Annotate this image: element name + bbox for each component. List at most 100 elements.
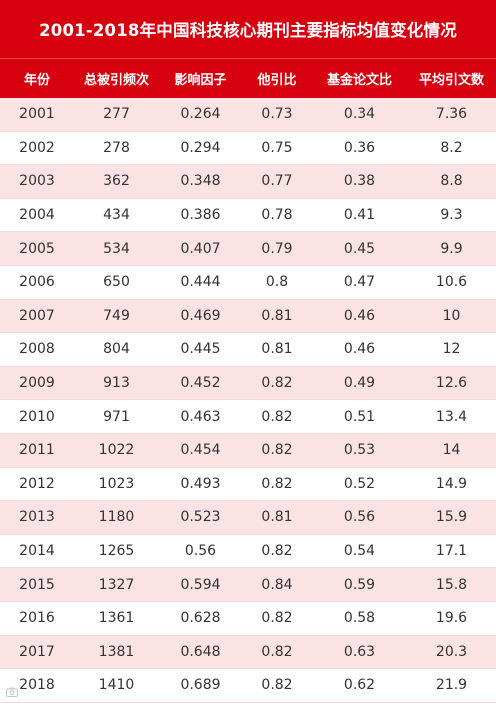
cell-impact-factor: 0.469	[180, 307, 221, 324]
cell-other-citation-ratio: 0.79	[261, 240, 293, 257]
cell-funded-paper-ratio: 0.49	[343, 375, 376, 392]
table-row: 2018 1410 0.689 0.82 0.62 21.9	[0, 669, 496, 703]
cell-total-citations: 1023	[98, 475, 135, 492]
cell-funded-paper-ratio: 0.36	[343, 139, 376, 156]
cell-impact-factor: 0.452	[180, 375, 221, 392]
cell-impact-factor: 0.444	[180, 274, 221, 291]
table-row: 2005 534 0.407 0.79 0.45 9.9	[0, 232, 496, 266]
table-body: 2001 277 0.264 0.73 0.34 7.36 2002 278 0.294 0.75…	[0, 98, 496, 703]
cell-year: 2008	[19, 341, 55, 358]
cell-funded-paper-ratio: 0.59	[343, 576, 376, 593]
cell-other-citation-ratio: 0.82	[261, 643, 293, 660]
cell-other-citation-ratio: 0.82	[261, 442, 293, 459]
cell-total-citations: 1327	[98, 576, 135, 593]
cell-impact-factor: 0.648	[180, 643, 221, 660]
cell-other-citation-ratio: 0.82	[261, 475, 293, 492]
cell-avg-references: 7.36	[435, 106, 468, 123]
cell-avg-references: 10	[442, 307, 461, 324]
cell-avg-references: 14	[442, 442, 461, 459]
cell-impact-factor: 0.523	[180, 509, 221, 526]
table-row: 2001 277 0.264 0.73 0.34 7.36	[0, 98, 496, 132]
cell-year: 2013	[19, 509, 55, 526]
table-row: 2002 278 0.294 0.75 0.36 8.2	[0, 131, 496, 166]
cell-year: 2010	[19, 408, 55, 425]
cell-avg-references: 19.6	[435, 610, 468, 627]
table-row: 2017 1381 0.648 0.82 0.63 20.3	[0, 635, 496, 670]
cell-year: 2004	[19, 207, 55, 224]
cell-total-citations: 1361	[98, 610, 135, 627]
cell-total-citations: 278	[103, 139, 130, 156]
cell-year: 2005	[19, 240, 55, 257]
cell-funded-paper-ratio: 0.62	[343, 677, 376, 694]
cell-funded-paper-ratio: 0.47	[343, 274, 376, 291]
cell-avg-references: 10.6	[435, 274, 468, 291]
cell-total-citations: 971	[103, 408, 130, 425]
cell-impact-factor: 0.463	[180, 408, 221, 425]
header-impact-factor: 影响因子	[174, 73, 227, 88]
cell-funded-paper-ratio: 0.34	[343, 106, 376, 123]
cell-funded-paper-ratio: 0.58	[343, 610, 376, 627]
cell-year: 2007	[19, 307, 55, 324]
cell-avg-references: 15.9	[435, 509, 468, 526]
table-row: 2011 1022 0.454 0.82 0.53 14	[0, 433, 496, 468]
cell-avg-references: 21.9	[435, 677, 468, 694]
cell-impact-factor: 0.454	[180, 442, 221, 459]
table-row: 2006 650 0.444 0.8 0.47 10.6	[0, 265, 496, 300]
table-row: 2015 1327 0.594 0.84 0.59 15.8	[0, 568, 496, 602]
cell-impact-factor: 0.689	[180, 677, 221, 694]
cell-other-citation-ratio: 0.73	[261, 106, 293, 123]
table-row: 2016 1361 0.628 0.82 0.58 19.6	[0, 601, 496, 636]
cell-total-citations: 650	[103, 274, 130, 291]
cell-other-citation-ratio: 0.82	[261, 408, 293, 425]
cell-impact-factor: 0.493	[180, 475, 221, 492]
table-row: 2007 749 0.469 0.81 0.46 10	[0, 299, 496, 334]
cell-other-citation-ratio: 0.75	[261, 139, 293, 156]
cell-year: 2014	[19, 543, 55, 560]
cell-avg-references: 12	[442, 341, 461, 358]
cell-year: 2015	[19, 576, 55, 593]
cell-avg-references: 8.2	[440, 139, 463, 156]
cell-impact-factor: 0.386	[180, 207, 221, 224]
cell-total-citations: 1381	[98, 643, 135, 660]
cell-year: 2006	[19, 274, 55, 291]
cell-other-citation-ratio: 0.82	[261, 610, 293, 627]
cell-year: 2017	[19, 643, 55, 660]
cell-other-citation-ratio: 0.82	[261, 677, 293, 694]
cell-avg-references: 12.6	[435, 375, 468, 392]
cell-year: 2001	[19, 106, 55, 123]
cell-year: 2002	[19, 139, 55, 156]
cell-other-citation-ratio: 0.8	[265, 274, 289, 291]
header-year: 年份	[23, 73, 50, 88]
table-row: 2003 362 0.348 0.77 0.38 8.8	[0, 165, 496, 199]
cell-avg-references: 9.3	[440, 207, 463, 224]
cell-total-citations: 1410	[98, 677, 135, 694]
cell-total-citations: 913	[103, 375, 130, 392]
cell-avg-references: 20.3	[435, 643, 468, 660]
cell-funded-paper-ratio: 0.51	[343, 408, 376, 425]
cell-total-citations: 749	[103, 307, 130, 324]
cell-avg-references: 15.8	[435, 576, 468, 593]
table-row: 2012 1023 0.493 0.82 0.52 14.9	[0, 467, 496, 502]
cell-other-citation-ratio: 0.81	[261, 307, 293, 324]
cell-impact-factor: 0.407	[180, 240, 221, 257]
cell-impact-factor: 0.594	[180, 576, 221, 593]
cell-funded-paper-ratio: 0.46	[343, 307, 376, 324]
table-row: 2004 434 0.386 0.78 0.41 9.3	[0, 198, 496, 233]
cell-funded-paper-ratio: 0.45	[343, 240, 376, 257]
table-row: 2013 1180 0.523 0.81 0.56 15.9	[0, 501, 496, 535]
cell-impact-factor: 0.445	[180, 341, 221, 358]
cell-total-citations: 804	[103, 341, 130, 358]
table-title: 2001-2018年中国科技核心期刊主要指标均值变化情况	[0, 0, 496, 58]
cell-year: 2018	[19, 677, 55, 694]
header-total-citations: 总被引频次	[83, 73, 149, 88]
cell-funded-paper-ratio: 0.46	[343, 341, 376, 358]
cell-other-citation-ratio: 0.82	[261, 543, 293, 560]
cell-year: 2003	[19, 173, 55, 190]
cell-other-citation-ratio: 0.82	[261, 375, 293, 392]
cell-impact-factor: 0.294	[180, 139, 221, 156]
cell-avg-references: 9.9	[440, 240, 463, 257]
cell-funded-paper-ratio: 0.53	[343, 442, 376, 459]
cell-other-citation-ratio: 0.77	[261, 173, 293, 190]
watermark	[6, 687, 18, 697]
